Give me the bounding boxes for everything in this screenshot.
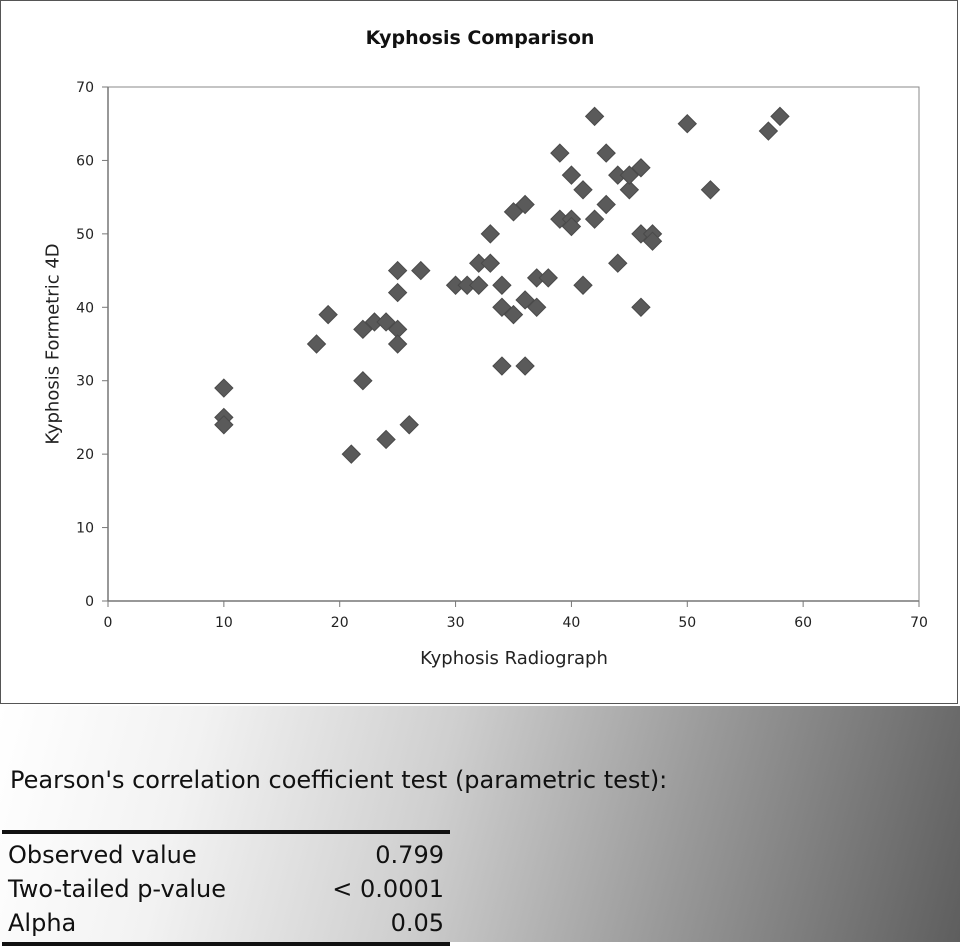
data-point [353,371,373,391]
data-point [376,429,396,450]
y-axis-label: Kyphosis Formetric 4D [42,243,64,445]
stat-row-alpha: Alpha 0.05 [2,906,450,940]
data-point [214,378,234,398]
data-point [480,224,501,244]
stat-label: Two-tailed p-value [8,875,226,903]
x-tick-label: 30 [447,615,465,631]
stat-value: 0.799 [375,841,444,869]
plot-area-frame [107,86,920,602]
y-tick-label: 60 [76,153,94,169]
data-point [758,121,779,141]
data-point [631,297,651,317]
data-point [515,290,535,310]
data-point [492,275,512,295]
data-point [573,275,593,295]
data-point [492,356,512,376]
data-point [561,165,582,185]
data-point [492,297,512,317]
data-point [480,253,501,273]
stat-row-p-value: Two-tailed p-value < 0.0001 [2,872,450,906]
data-point [550,143,570,163]
stat-value: 0.05 [390,909,444,937]
data-point [619,165,640,185]
data-point [387,334,408,354]
data-point [387,282,408,303]
data-point [631,158,651,178]
data-point [399,415,419,435]
data-point [376,312,396,332]
data-point [573,180,593,200]
stat-value: < 0.0001 [332,875,444,903]
stats-heading: Pearson's correlation coefficient test (… [10,766,668,794]
stat-label: Observed value [8,841,197,869]
data-point [515,194,535,215]
data-point [306,334,327,354]
data-point [584,209,605,229]
data-point [677,114,697,134]
scatter-plot: 0 10 20 30 40 50 60 70 0 10 20 30 40 50 60 70 [76,80,928,631]
data-point [503,202,524,222]
data-point [387,260,408,281]
stats-panel: Pearson's correlation coefficient test (… [0,706,960,946]
x-tick-label: 40 [563,615,581,631]
x-axis-label: Kyphosis Radiograph [420,648,608,669]
x-tick-label: 0 [104,615,113,631]
stats-table: Observed value 0.799 Two-tailed p-value … [2,830,450,946]
data-point [596,143,616,163]
data-point [596,194,616,215]
y-tick-label: 10 [76,521,94,537]
data-point [538,268,558,288]
y-tick-label: 20 [76,447,94,463]
data-point [642,231,663,251]
data-point [700,180,721,200]
data-point [584,106,605,127]
data-point [214,415,234,435]
stat-row-observed-value: Observed value 0.799 [2,838,450,872]
y-tick-label: 70 [76,80,94,96]
data-point [469,275,489,295]
data-point [411,260,431,281]
data-point [353,319,373,340]
data-point [770,106,790,127]
y-tick-label: 30 [76,374,94,390]
x-tick-label: 20 [331,615,349,631]
x-tick-label: 70 [910,615,928,631]
data-point [526,297,547,317]
data-point [561,216,582,237]
y-tick-label: 0 [85,594,94,610]
chart-panel: 0 10 20 30 40 50 60 70 0 10 20 30 40 50 60 70 Kyphosis … [0,0,958,704]
data-point [515,356,535,376]
x-tick-label: 10 [215,615,233,631]
data-point [619,180,640,200]
data-point [341,444,362,464]
data-point [608,253,628,273]
x-tick-label: 60 [794,615,812,631]
y-tick-label: 50 [76,227,94,243]
chart-title: Kyphosis Comparison [365,27,595,49]
x-tick-label: 50 [678,615,696,631]
stat-label: Alpha [8,909,77,937]
data-point [503,304,524,325]
y-tick-label: 40 [76,300,94,316]
data-point [318,304,338,325]
